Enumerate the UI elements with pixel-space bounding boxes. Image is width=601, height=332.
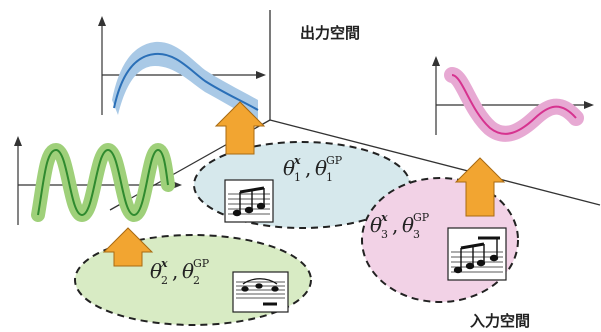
sup-x-2: x [160,257,168,270]
sup-x-1: x [293,154,301,167]
music-score-icon-1 [224,179,274,223]
param-label-2: θ x 2 , θ GP 2 [150,257,210,287]
green-y-arrowhead [14,136,22,146]
theta-1b: θ [315,156,327,180]
sup-x-3: x [380,211,388,224]
sub-2a: 2 [161,274,168,287]
music-score-icon-3 [447,227,507,281]
up-arrow-1 [214,101,266,155]
green-gp-plot [14,136,182,225]
sub-1a: 1 [294,171,301,184]
sep-2: , [172,259,178,283]
sup-gp-3: GP [413,211,430,224]
theta-2a: θ [150,259,162,283]
svg-text:θ: θ [283,156,295,180]
sub-3a: 3 [381,228,388,241]
blue-mean-line [113,52,259,111]
sub-2b: 2 [193,274,200,287]
param-label-3: θ x 3 , θ GP 3 [370,211,430,241]
sub-3b: 3 [413,228,420,241]
theta-3b: θ [402,213,414,237]
sep-1: , [305,156,311,180]
up-arrow-3 [454,157,506,217]
sep-3: , [392,213,398,237]
blue-x-arrowhead [256,71,266,79]
theta-2b: θ [182,259,194,283]
up-arrow-2 [102,227,154,267]
blue-gp-plot [98,16,266,122]
green-mean-line [37,148,169,217]
param-label-1: θ x 1 , θ GP 1 [283,154,343,184]
green-uncertainty-band [31,143,175,222]
sub-1b: 1 [326,171,333,184]
pink-y-arrowhead [432,56,440,66]
sup-gp-1: GP [326,154,343,167]
floor-right-line [269,119,601,206]
pink-x-arrowhead [584,101,594,109]
blue-y-arrowhead [98,16,106,26]
blue-uncertainty-band [112,41,258,122]
music-score-icon-2 [232,271,289,313]
input-space-label: 入力空間 [470,312,530,330]
output-space-label: 出力空間 [300,24,360,42]
pink-gp-plot [432,56,594,142]
theta-1a: θ [283,156,295,180]
pink-mean-line [451,74,577,135]
theta-3a: θ [370,213,382,237]
sup-gp-2: GP [193,257,210,270]
